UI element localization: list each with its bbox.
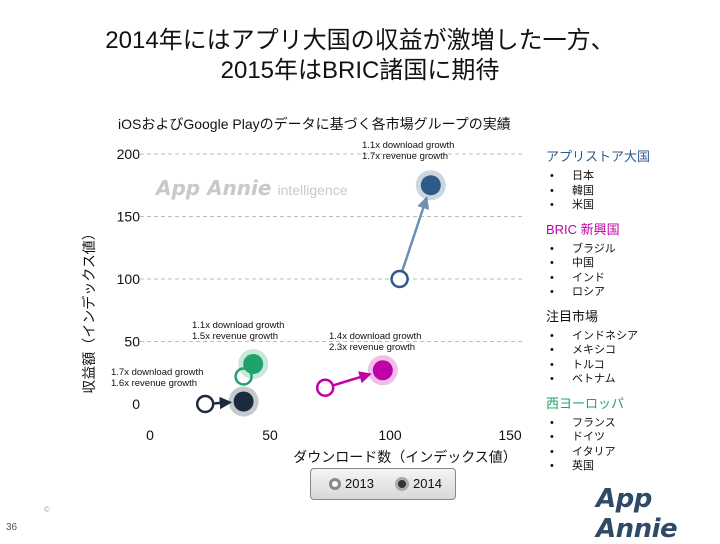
data-label: 1.4x download growth bbox=[329, 331, 421, 342]
watermark-main: App Annie bbox=[156, 176, 272, 200]
ring-icon bbox=[329, 477, 341, 490]
legend-item-2014: 2014 bbox=[395, 476, 442, 491]
chart-legend: 2013 2014 bbox=[310, 468, 456, 500]
x-tick-label: 150 bbox=[498, 427, 522, 443]
list-item: イタリア bbox=[546, 445, 716, 460]
list-item: 日本 bbox=[546, 169, 716, 184]
data-label: 2.3x revenue growth bbox=[329, 342, 415, 353]
copyright-mark: © bbox=[44, 505, 50, 514]
y-tick-label: 100 bbox=[117, 271, 141, 287]
data-label: 1.6x revenue growth bbox=[111, 378, 197, 389]
list-item: 韓国 bbox=[546, 184, 716, 199]
group-title: アプリストア大国 bbox=[546, 149, 651, 164]
y-tick-label: 200 bbox=[117, 146, 141, 162]
title-line-2: 2015年はBRIC諸国に期待 bbox=[220, 57, 500, 84]
x-axis-label: ダウンロード数（インデックス値） bbox=[293, 449, 517, 465]
y-tick-label: 50 bbox=[124, 334, 140, 350]
watermark-sub: intelligence bbox=[277, 182, 348, 198]
list-item: トルコ bbox=[546, 358, 716, 373]
filled-dot-icon bbox=[395, 476, 409, 491]
list-item: 中国 bbox=[546, 256, 716, 271]
growth-arrow bbox=[333, 371, 372, 387]
growth-arrow bbox=[401, 196, 430, 271]
point-2014 bbox=[243, 354, 264, 374]
list-item: 米国 bbox=[546, 198, 716, 213]
legend-item-2013: 2013 bbox=[329, 476, 374, 491]
data-label: 1.5x revenue growth bbox=[192, 331, 278, 342]
list-item: 英国 bbox=[546, 459, 716, 474]
group-title: BRIC 新興国 bbox=[546, 221, 620, 237]
x-tick-label: 50 bbox=[262, 427, 278, 443]
y-axis-label: 収益額（インデックス値） bbox=[81, 226, 97, 394]
point-2014 bbox=[372, 360, 393, 381]
list-item: ロシア bbox=[546, 285, 716, 300]
point-2014 bbox=[420, 175, 441, 196]
list-item: ブラジル bbox=[546, 242, 716, 257]
point-2013 bbox=[195, 394, 215, 414]
group-items: 日本韓国米国 bbox=[546, 169, 716, 213]
data-label: 1.1x download growth bbox=[362, 140, 454, 151]
title-line-1: 2014年にはアプリ大国の収益が激増した一方、 bbox=[105, 27, 615, 54]
list-item: ドイツ bbox=[546, 430, 716, 445]
legend-label-2014: 2014 bbox=[413, 476, 442, 491]
page-number: 36 bbox=[6, 522, 18, 533]
group-title: 西ヨーロッパ bbox=[546, 395, 625, 411]
page-title: 2014年にはアプリ大国の収益が激増した一方、 2015年はBRIC諸国に期待 bbox=[0, 26, 720, 86]
group-title: 注目市場 bbox=[546, 308, 599, 324]
app-annie-logo: App Annie bbox=[596, 484, 678, 544]
point-2014 bbox=[233, 391, 254, 412]
data-label: 1.7x download growth bbox=[111, 367, 203, 378]
group-items: ブラジル中国インドロシア bbox=[546, 242, 716, 300]
list-item: フランス bbox=[546, 416, 716, 431]
growth-arrow bbox=[214, 396, 233, 410]
data-label: 1.1x download growth bbox=[192, 320, 284, 331]
list-item: ベトナム bbox=[546, 372, 716, 387]
list-item: メキシコ bbox=[546, 343, 716, 358]
y-tick-label: 0 bbox=[132, 396, 140, 412]
list-item: インド bbox=[546, 271, 716, 286]
x-tick-label: 100 bbox=[378, 427, 402, 443]
chart-subtitle: iOSおよびGoogle Playのデータに基づく各市場グループの実績 bbox=[118, 116, 511, 132]
legend-label-2013: 2013 bbox=[345, 476, 374, 491]
watermark: App Annie intelligence bbox=[156, 176, 348, 200]
x-tick-label: 0 bbox=[146, 427, 154, 443]
list-item: インドネシア bbox=[546, 329, 716, 344]
group-items: インドネシアメキシコトルコベトナム bbox=[546, 329, 716, 387]
point-2013 bbox=[315, 378, 335, 397]
market-group-list: アプリストア大国日本韓国米国BRIC 新興国ブラジル中国インドロシア注目市場イン… bbox=[546, 140, 716, 474]
data-label: 1.7x revenue growth bbox=[362, 151, 448, 162]
point-2013 bbox=[234, 367, 253, 386]
group-items: フランスドイツイタリア英国 bbox=[546, 416, 716, 474]
y-tick-label: 150 bbox=[117, 209, 141, 225]
point-2013 bbox=[390, 269, 409, 289]
